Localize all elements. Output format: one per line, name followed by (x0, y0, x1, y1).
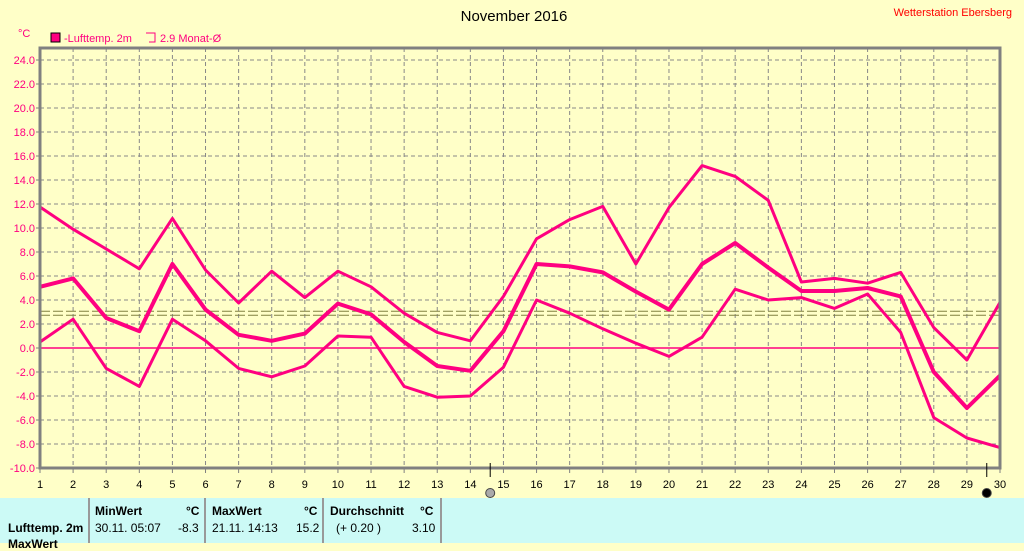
x-tick-label: 20 (663, 479, 675, 491)
y-tick-label: 24.0 (14, 55, 35, 67)
legend-label-temp: -Lufttemp. 2m (64, 33, 132, 45)
plot-frame (38, 46, 1002, 470)
y-tick-label: -8.0 (16, 439, 35, 451)
y-tick-label: 16.0 (14, 151, 35, 163)
y-tick-label: 6.0 (20, 271, 35, 283)
x-tick-label: 26 (861, 479, 873, 491)
x-tick-label: 7 (236, 479, 242, 491)
y-tick-label: -6.0 (16, 415, 35, 427)
x-tick-label: 16 (530, 479, 542, 491)
min-date: 30.11. 05:07 (95, 521, 161, 535)
x-tick-label: 1 (37, 479, 43, 491)
x-tick-label: 23 (762, 479, 774, 491)
x-tick-label: 19 (630, 479, 642, 491)
series-line-mittel (39, 241, 1002, 410)
y-tick-label: 10.0 (14, 223, 35, 235)
y-tick-label: -2.0 (16, 367, 35, 379)
x-tick-label: 27 (895, 479, 907, 491)
legend-swatch-open (146, 32, 156, 43)
y-tick-label: 22.0 (14, 79, 35, 91)
x-tick-label: 10 (332, 479, 344, 491)
avg-value: 3.10 (412, 521, 436, 535)
x-tick-label: 3 (103, 479, 109, 491)
y-tick-label: 14.0 (14, 175, 35, 187)
y-tick-label: 2.0 (20, 319, 35, 331)
x-tick-label: 21 (696, 479, 708, 491)
x-tick-label: 25 (828, 479, 840, 491)
y-tick-label: 12.0 (14, 199, 35, 211)
temperature-chart: November 2016 Wetterstation Ebersberg °C… (10, 7, 1012, 498)
x-tick-label: 30 (994, 479, 1006, 491)
min-header: MinWert (95, 504, 143, 518)
y-tick-label: -10.0 (10, 463, 35, 475)
x-tick-label: 22 (729, 479, 741, 491)
y-tick-label: 4.0 (20, 295, 35, 307)
x-tick-label: 13 (431, 479, 443, 491)
x-tick-label: 24 (795, 479, 807, 491)
station-name: Wetterstation Ebersberg (894, 7, 1012, 19)
series-line-min (39, 287, 1001, 450)
min-value: -8.3 (178, 521, 199, 535)
x-tick-label: 4 (136, 479, 142, 491)
y-tick-label: 20.0 (14, 103, 35, 115)
new-moon-icon (981, 488, 992, 498)
avg-delta: (+ 0.20 ) (336, 521, 382, 535)
x-tick-label: 17 (564, 479, 576, 491)
max-header: MaxWert (212, 504, 262, 518)
stats-row2-label: MaxWert (8, 537, 58, 551)
stats-panel: Lufttemp. 2m MaxWert MinWert °C 30.11. 0… (0, 498, 1024, 551)
legend-label-mean: 2.9 Monat-Ø (160, 33, 222, 45)
x-tick-label: 15 (497, 479, 509, 491)
y-tick-label: 0.0 (20, 343, 35, 355)
x-tick-label: 12 (398, 479, 410, 491)
x-tick-label: 11 (365, 479, 376, 491)
y-tick-label: -4.0 (16, 391, 35, 403)
avg-header: Durchschnitt (330, 504, 405, 518)
max-unit: °C (304, 504, 318, 518)
max-value: 15.2 (296, 521, 320, 535)
y-tick-label: 18.0 (14, 127, 35, 139)
min-unit: °C (186, 504, 200, 518)
y-tick-label: 8.0 (20, 247, 35, 259)
max-date: 21.11. 14:13 (212, 521, 278, 535)
x-tick-label: 18 (597, 479, 609, 491)
x-tick-label: 14 (464, 479, 476, 491)
x-tick-label: 8 (269, 479, 275, 491)
x-tick-label: 29 (961, 479, 973, 491)
series-line-max (39, 164, 1002, 362)
x-tick-label: 28 (928, 479, 940, 491)
y-axis-unit: °C (18, 28, 30, 40)
legend-swatch-filled (50, 32, 61, 43)
full-moon-icon (485, 488, 496, 498)
stats-row-label: Lufttemp. 2m (8, 521, 84, 535)
chart-title: November 2016 (461, 8, 568, 25)
avg-unit: °C (420, 504, 434, 518)
x-tick-label: 2 (70, 479, 76, 491)
x-tick-label: 5 (169, 479, 175, 491)
x-tick-label: 6 (202, 479, 208, 491)
x-tick-label: 9 (302, 479, 308, 491)
